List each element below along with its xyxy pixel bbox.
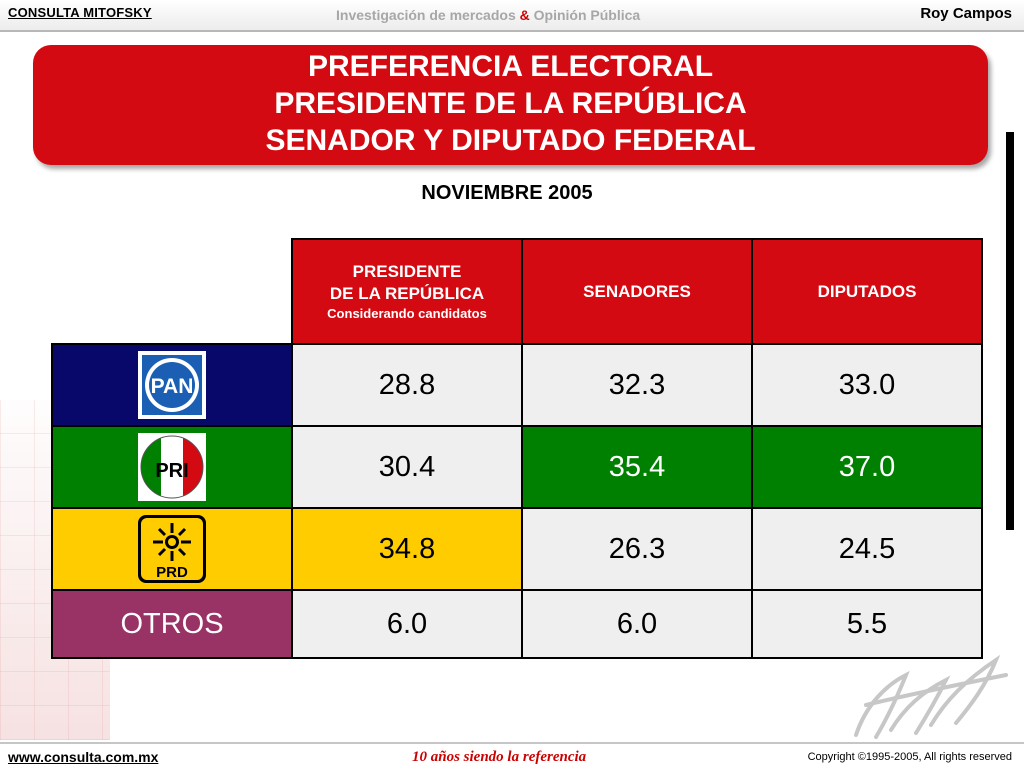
brand-watermark-icon xyxy=(854,654,1008,739)
table-row-otros: OTROS 6.0 6.0 5.5 xyxy=(51,589,983,659)
cell-pri-presidente: 30.4 xyxy=(291,425,523,509)
table-corner-blank xyxy=(52,239,292,344)
pan-logo-icon: PAN xyxy=(138,351,206,419)
cell-pan-senadores: 32.3 xyxy=(521,343,753,427)
author-name: Roy Campos xyxy=(920,5,1012,22)
cell-prd-presidente: 34.8 xyxy=(291,507,523,591)
cell-otros-diputados: 5.5 xyxy=(751,589,983,659)
page-subtitle: NOVIEMBRE 2005 xyxy=(421,182,593,204)
footer-url-link[interactable]: www.consulta.com.mx xyxy=(8,749,159,765)
cell-pri-senadores: 35.4 xyxy=(521,425,753,509)
column-header-presidente-note: Considerando candidatos xyxy=(327,306,487,321)
tagline-part1: Investigación de mercados xyxy=(336,7,516,23)
party-cell-pan: PAN xyxy=(51,343,293,427)
column-header-senadores-label: SENADORES xyxy=(583,281,691,301)
title-line-1: PREFERENCIA ELECTORAL xyxy=(307,50,714,83)
party-cell-otros: OTROS xyxy=(51,589,293,659)
table-row-pan: PAN 28.8 32.3 33.0 xyxy=(51,343,983,427)
party-cell-prd: PRD xyxy=(51,507,293,591)
footer-copyright: Copyright ©1995-2005, All rights reserve… xyxy=(807,751,1012,763)
cell-prd-senadores: 26.3 xyxy=(521,507,753,591)
tagline-ampersand: & xyxy=(519,7,530,23)
prd-logo-icon: PRD xyxy=(138,515,206,583)
table-row-pri: PRI 30.4 35.4 37.0 xyxy=(51,425,983,509)
table-header-row: PRESIDENTE DE LA REPÚBLICA Considerando … xyxy=(52,238,983,345)
pri-logo-icon: PRI xyxy=(138,433,206,501)
prd-logo-text: PRD xyxy=(156,564,188,581)
cell-pri-diputados: 37.0 xyxy=(751,425,983,509)
tagline-part2: Opinión Pública xyxy=(533,7,641,23)
footer-slogan: 10 años siendo la referencia xyxy=(412,749,587,765)
cell-otros-senadores: 6.0 xyxy=(521,589,753,659)
column-header-presidente-line2: DE LA REPÚBLICA xyxy=(329,284,485,303)
table-row-prd: PRD 34.8 26.3 24.5 xyxy=(51,507,983,591)
tagline: Investigación de mercados & Opinión Públ… xyxy=(336,7,640,23)
brand-name: CONSULTA MITOFSKY xyxy=(8,5,152,20)
footer-bar: www.consulta.com.mx 10 años siendo la re… xyxy=(0,742,1024,770)
column-header-diputados-label: DIPUTADOS xyxy=(817,281,917,301)
column-header-presidente: PRESIDENTE DE LA REPÚBLICA Considerando … xyxy=(291,238,523,345)
title-line-2: PRESIDENTE DE LA REPÚBLICA xyxy=(274,87,747,120)
cell-pan-presidente: 28.8 xyxy=(291,343,523,427)
pri-logo-text: PRI xyxy=(155,460,188,482)
column-header-diputados: DIPUTADOS xyxy=(751,238,983,345)
cell-pan-diputados: 33.0 xyxy=(751,343,983,427)
column-header-senadores: SENADORES xyxy=(521,238,753,345)
cell-prd-diputados: 24.5 xyxy=(751,507,983,591)
results-table: PRESIDENTE DE LA REPÚBLICA Considerando … xyxy=(51,238,983,659)
party-cell-pri: PRI xyxy=(51,425,293,509)
title-banner: PREFERENCIA ELECTORAL PRESIDENTE DE LA R… xyxy=(33,45,988,165)
top-bar: CONSULTA MITOFSKY Investigación de merca… xyxy=(0,0,1024,32)
title-line-3: SENADOR Y DIPUTADO FEDERAL xyxy=(265,124,756,157)
column-header-presidente-line1: PRESIDENTE xyxy=(352,262,462,281)
slide-side-bar xyxy=(1006,132,1014,530)
cell-otros-presidente: 6.0 xyxy=(291,589,523,659)
pan-logo-text: PAN xyxy=(151,375,194,398)
